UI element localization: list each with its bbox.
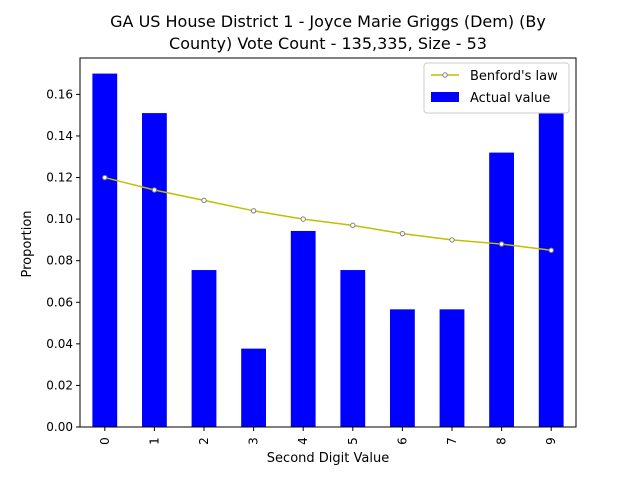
x-tick-label: 0 <box>98 437 112 445</box>
y-axis-label: Proportion <box>20 210 35 277</box>
x-tick-label: 9 <box>544 437 558 445</box>
y-tick-label: 0.14 <box>46 129 73 143</box>
axes-group: 0.00 0.02 0.04 0.06 0.08 0.10 0.12 0.14 0.16 0 1 2 3… <box>46 57 577 445</box>
benford-point-2 <box>201 197 207 204</box>
legend-benford-marker <box>442 72 448 78</box>
x-axis-label: Second Digit Value <box>267 451 389 466</box>
x-tick-label: 4 <box>296 437 310 445</box>
bar-digit-8 <box>489 152 514 427</box>
bar-digit-2 <box>191 270 217 427</box>
x-tick-label: 8 <box>495 437 509 445</box>
y-tick-label: 0.04 <box>46 337 73 351</box>
legend: Benford's law Actual value <box>423 62 570 114</box>
legend-actual-bar-swatch <box>431 92 459 102</box>
x-tick-label: 7 <box>445 437 459 445</box>
y-tick-label: 0.10 <box>46 212 73 226</box>
x-tick-label: 2 <box>197 437 211 445</box>
bar-digit-7 <box>439 309 465 427</box>
x-tick-label: 5 <box>346 437 360 445</box>
bar-digit-6 <box>390 309 415 427</box>
chart-title-line-2: County) Vote Count - 135,335, Size - 53 <box>169 34 487 53</box>
bar-digit-9 <box>538 113 564 427</box>
benford-point-6 <box>399 230 406 237</box>
benford-line-group <box>102 174 554 253</box>
benford-point-3 <box>250 208 257 214</box>
plot-frame <box>79 57 577 428</box>
x-tick-label: 3 <box>247 437 261 445</box>
bar-digit-3 <box>241 348 266 427</box>
bar-digit-1 <box>142 113 167 427</box>
chart-title-line-1: GA US House District 1 - Joyce Marie Gri… <box>110 12 546 31</box>
y-tick-label: 0.02 <box>46 378 73 392</box>
bars-group <box>92 73 564 427</box>
y-tick-label: 0.06 <box>46 295 73 309</box>
benford-point-4 <box>300 216 306 222</box>
y-tick-label: 0.00 <box>46 420 73 434</box>
bar-digit-0 <box>92 73 118 427</box>
benford-point-9 <box>548 247 554 253</box>
y-tick-label: 0.08 <box>46 254 73 268</box>
legend-actual-label: Actual value <box>470 91 550 106</box>
legend-frame <box>423 62 570 114</box>
legend-benford-label: Benford's law <box>470 69 558 84</box>
benford-point-1 <box>151 187 158 193</box>
x-tick-label: 6 <box>395 437 409 445</box>
bar-digit-5 <box>340 270 366 427</box>
benford-point-8 <box>498 241 505 247</box>
benford-line <box>104 176 552 252</box>
benford-point-0 <box>102 174 108 181</box>
benford-point-7 <box>449 237 455 243</box>
benford-point-5 <box>350 222 356 229</box>
y-tick-label: 0.12 <box>46 171 73 185</box>
bar-digit-4 <box>290 230 316 427</box>
x-tick-label: 1 <box>147 437 161 445</box>
y-tick-label: 0.16 <box>46 87 73 101</box>
